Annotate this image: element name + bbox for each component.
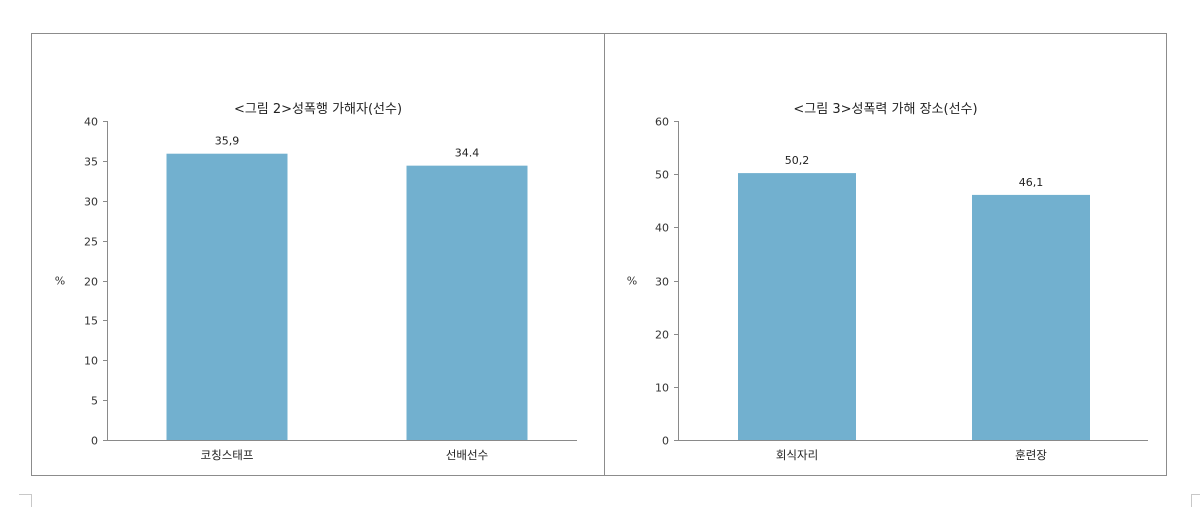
y-tick-label: 10 [655,382,669,395]
y-tick-label: 40 [84,116,98,129]
chart-title: <그림 2>성폭행 가해자(선수) [233,102,403,117]
y-tick-label: 20 [84,276,98,289]
y-tick-label: 35 [84,156,98,169]
y-tick-label: 0 [662,435,669,448]
bar [972,194,1090,440]
y-tick-label: 25 [84,236,98,249]
bar [406,165,528,440]
bar [738,173,856,440]
x-tick-label: 코칭스태프 [201,448,254,462]
y-tick-label: 60 [655,116,669,129]
y-tick-label: 50 [655,169,669,182]
y-tick-label: 0 [91,435,98,448]
page-corner-mark [1191,494,1200,507]
bar [166,153,288,440]
chart-panel-left: <그림 2>성폭행 가해자(선수) 0 5 10 15 20 25 30 35 40% 35,9 코… [31,33,605,476]
data-label: 50,2 [785,154,810,167]
x-tick-label: 회식자리 [776,448,818,462]
x-tick-label: 선배선수 [446,448,488,462]
data-label: 35,9 [215,135,240,148]
chart-title: <그림 3>성폭력 가해 장소(선수) [793,102,978,117]
page-corner-mark [19,494,32,507]
y-axis-label: % [627,275,637,288]
data-label: 34.4 [455,147,480,160]
chart-panel-right: <그림 3>성폭력 가해 장소(선수) 0 10 20 30 40 50 60% 50,2 회식… [604,33,1167,476]
y-tick-label: 15 [84,315,98,328]
bar-chart-perpetrator: 0 5 10 15 20 25 30 35 40% 35,9 코칭스태프 34.4 선배선수 [55,116,577,462]
x-tick-label: 훈련장 [1015,448,1047,462]
y-tick-label: 10 [84,355,98,368]
y-tick-label: 20 [655,329,669,342]
y-axis-label: % [55,275,65,288]
y-tick-label: 40 [655,222,669,235]
y-tick-label: 30 [655,276,669,289]
bar-chart-location: 0 10 20 30 40 50 60% 50,2 회식자리 46,1 훈련장 [627,116,1148,462]
data-label: 46,1 [1019,176,1044,189]
y-tick-label: 30 [84,196,98,209]
y-tick-label: 5 [91,395,98,408]
